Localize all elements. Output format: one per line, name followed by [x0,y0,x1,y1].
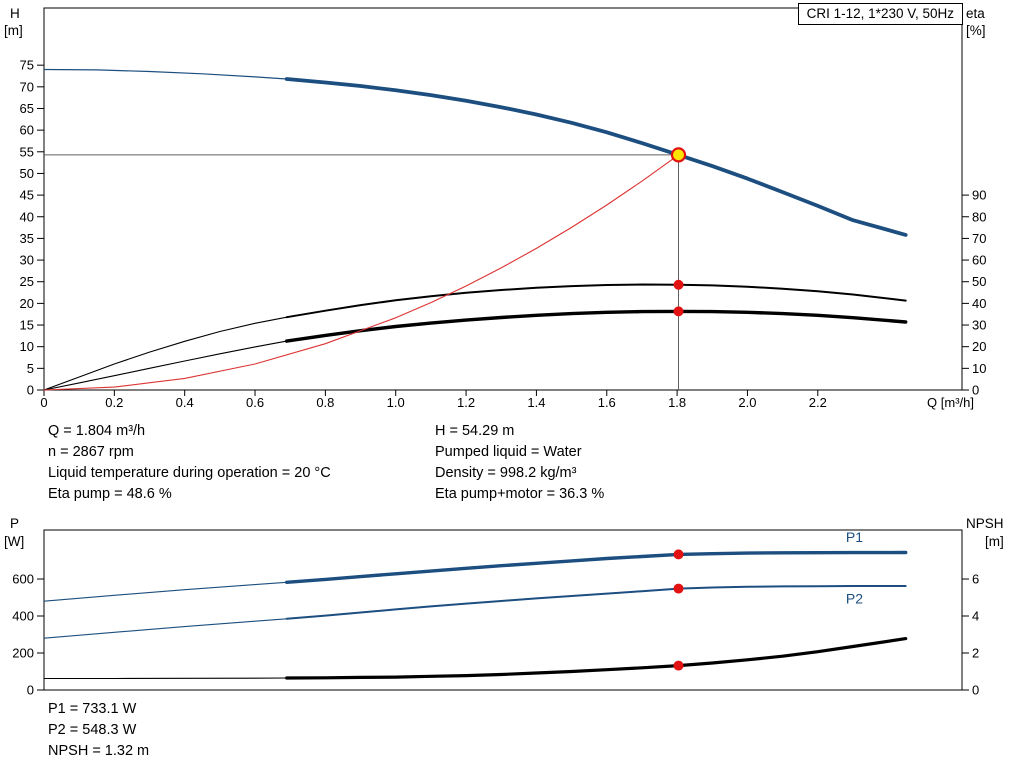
right-axis-unit: [%] [966,23,986,38]
x-axis-tick-label: 2.0 [738,395,756,410]
x-axis-tick-label: 1.0 [387,395,405,410]
pn-plot-frame [43,529,963,691]
x-axis-tick-label: 0.4 [176,395,194,410]
curve-label-p1: P1 [846,529,863,545]
p2-point [673,583,684,594]
left-axis-tick-label: 30 [20,253,34,268]
left-axis-tick-label: 0 [27,683,34,698]
right-axis-tick-label: 10 [972,361,986,376]
right-axis-tick-label: 20 [972,339,986,354]
left-axis-tick-label: 55 [20,144,34,159]
right-axis-name: NPSH [966,516,1004,531]
info-line: Pumped liquid = Water [435,444,582,460]
left-axis-name: P [10,516,19,531]
left-axis-tick-label: 35 [20,231,34,246]
left-axis-tick-label: 25 [20,274,34,289]
curve-label-p2: P2 [846,590,863,606]
left-axis-tick-label: 15 [20,318,34,333]
left-axis-tick-label: 75 [20,58,34,73]
right-axis-tick-label: 40 [972,296,986,311]
left-axis-tick-label: 40 [20,209,34,224]
npsh-curve-thin [44,677,287,680]
left-axis-tick-label: 60 [20,123,34,138]
left-axis-tick-label: 45 [20,188,34,203]
right-axis-tick-label: 4 [972,609,979,624]
operating-point[interactable] [670,147,687,163]
left-axis-tick-label: 70 [20,79,34,94]
right-axis-tick-label: 90 [972,188,986,203]
left-axis-tick-label: 65 [20,101,34,116]
x-axis-tick-label: 1.4 [527,395,545,410]
system-curve [43,154,680,391]
eta-pump-point [673,279,684,290]
x-axis-tick-label: 1.6 [598,395,616,410]
left-axis-tick-label: 5 [27,361,34,376]
pump-curve-thin [43,68,287,80]
right-axis-tick-label: 0 [972,683,979,698]
info-line: Eta pump+motor = 36.3 % [435,486,605,502]
right-axis-tick-label: 80 [972,209,986,224]
info-line: Density = 998.2 kg/m³ [435,465,577,481]
pump-title-box: CRI 1-12, 1*230 V, 50Hz [797,3,963,25]
p2-curve [285,585,907,620]
info-line: NPSH = 1.32 m [48,743,150,759]
left-axis-tick-label: 0 [27,383,34,398]
right-axis-tick-label: 6 [972,572,979,587]
pump-curve [284,77,908,237]
x-axis-tick-label: 0 [40,395,47,410]
duty-info-right: H = 54.29 m Pumped liquid = Water Density … [435,421,604,505]
x-axis-tick-label: 0.2 [105,395,123,410]
duty-info-left: Q = 1.804 m³/h n = 2867 rpm Liquid tempera… [48,421,331,505]
left-axis-tick-label: 20 [20,296,34,311]
right-axis-tick-label: 2 [972,646,979,661]
power-npsh-info: P1 = 733.1 W P2 = 548.3 W NPSH = 1.32 m [48,699,149,762]
hq-plot-frame [43,7,963,391]
x-axis-tick-label: 1.2 [457,395,475,410]
info-line: H = 54.29 m [435,423,515,439]
p1-curve [285,550,908,584]
eta-pump-curve [285,283,907,319]
x-axis-tick-label: 0.6 [246,395,264,410]
x-axis-tick-label: 2.2 [809,395,827,410]
right-axis-tick-label: 30 [972,318,986,333]
left-axis-unit: [W] [4,534,24,549]
left-axis-tick-label: 10 [20,339,34,354]
eta-pump-curve-thin [43,316,287,391]
left-axis-tick-label: 50 [20,166,34,181]
right-axis-tick-label: 50 [972,274,986,289]
info-line: P2 = 548.3 W [48,722,137,738]
left-axis-name: H [10,6,20,21]
npsh-point [673,660,684,671]
p1-point [673,549,684,560]
right-axis-unit: [m] [985,534,1004,549]
eta-pump-motor-curve [285,309,908,343]
right-axis-name: eta [966,6,985,21]
left-axis-unit: [m] [4,23,23,38]
x-axis-tick-label: 0.8 [316,395,334,410]
left-axis-tick-label: 200 [12,646,34,661]
info-line: Q = 1.804 m³/h [48,423,146,439]
right-axis-tick-label: 70 [972,231,986,246]
right-axis-tick-label: 60 [972,253,986,268]
x-axis-tick-label: 1.8 [668,395,686,410]
right-axis-tick-label: 0 [972,383,979,398]
npsh-curve [285,636,908,680]
eta-pump-motor-curve-thin [43,340,287,391]
info-line: Eta pump = 48.6 % [48,486,172,502]
eta-pump-motor-point [673,306,684,317]
info-line: n = 2867 rpm [48,444,134,460]
info-line: Liquid temperature during operation = 20… [48,465,331,481]
p1-curve-thin [43,581,287,602]
left-axis-tick-label: 600 [12,572,34,587]
p2-curve-thin [43,618,287,639]
left-axis-tick-label: 400 [12,609,34,624]
x-axis-title: Q [m³/h] [927,395,974,410]
info-line: P1 = 733.1 W [48,701,137,717]
